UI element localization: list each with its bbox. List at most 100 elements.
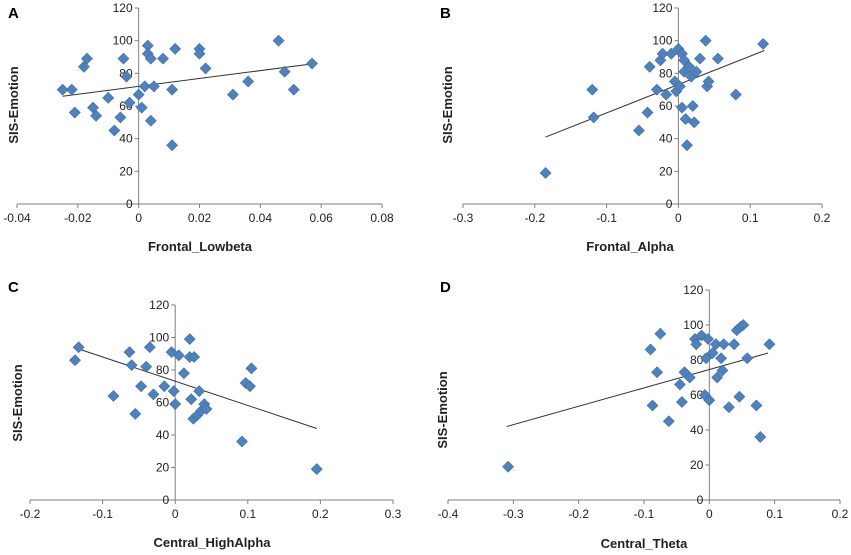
panel-b-y-tick-label: 20 <box>659 164 673 178</box>
panel-b-data-point <box>678 54 691 67</box>
panel-a-data-point <box>81 52 93 65</box>
panel-d-data-point <box>709 338 722 351</box>
panel-b-data-point <box>729 88 742 101</box>
panel-c-data-point <box>245 362 258 375</box>
panel-c-data-point <box>310 463 323 476</box>
panel-d-data-point <box>683 371 696 384</box>
panel-b-data-point <box>694 52 706 65</box>
panel-d-data-point <box>723 401 735 414</box>
panel-a-y-tick-label: 0 <box>126 197 133 211</box>
panel-a-x-tick-label: -0.02 <box>64 211 92 225</box>
panel-c-data-point <box>69 354 81 367</box>
panel-c-data-point <box>185 393 198 406</box>
panel-b-data-point <box>587 111 600 124</box>
panel-c-data-point <box>123 346 136 359</box>
panel-d-data-point <box>662 415 675 428</box>
panel-c-data-point <box>236 435 248 448</box>
panel-b-data-point <box>702 75 715 88</box>
panel-a-data-point <box>144 114 157 127</box>
panel-d-data-point <box>690 338 703 351</box>
panel-d-x-tick-label: -0.1 <box>634 507 655 521</box>
panel-d-data-point <box>644 343 657 356</box>
panel-d-data-point <box>715 352 728 365</box>
panel-d-xlabel: Central_Theta <box>601 536 688 551</box>
panel-a-data-point <box>157 52 169 65</box>
panel-c-data-point <box>167 385 180 398</box>
panel-a-data-point <box>193 47 206 60</box>
panel-c-trendline <box>73 346 317 429</box>
panel-c-data-point <box>107 390 120 402</box>
panel-a-data-point <box>90 109 103 122</box>
panel-a: A SIS-Emotion Frontal_Lowbeta -0.04 -0.02… <box>3 1 394 254</box>
panel-b-x-tick-label: -0.2 <box>524 211 545 225</box>
panel-c-data-point <box>188 351 201 363</box>
panel-c-y-tick-label: 80 <box>156 363 170 377</box>
panel-d-y-tick-label: 120 <box>683 283 703 297</box>
panel-a-data-point <box>102 91 115 104</box>
panel-b-y-tick-label: 120 <box>652 1 672 15</box>
panel-b-data-point <box>660 88 673 101</box>
panel-a-y-tick-label: 120 <box>113 1 133 15</box>
panel-c-data-point <box>72 341 85 354</box>
panel-b-data-point <box>699 34 712 47</box>
panel-d-y-tick-label: 100 <box>683 318 703 332</box>
panel-c-data-point <box>183 333 196 346</box>
panel-b-x-tick-label: -0.1 <box>596 211 617 225</box>
panel-b-xlabel: Frontal_Alpha <box>586 239 674 254</box>
panel-b-y-tick-label: 80 <box>659 66 673 80</box>
panel-d-data-point <box>716 364 729 377</box>
panel-c-data-point <box>200 403 213 415</box>
panel-d-y-tick-label: 20 <box>690 458 704 472</box>
panel-a-xlabel: Frontal_Lowbeta <box>148 239 253 254</box>
panel-a-data-point <box>120 70 133 83</box>
panel-a-data-point <box>278 65 291 78</box>
panel-d-data-point <box>702 333 714 345</box>
panel-d-y-tick-label: 80 <box>690 353 704 367</box>
panel-a-data-point <box>272 34 285 47</box>
panel-c-xlabel: Central_HighAlpha <box>153 535 271 550</box>
panel-b-data-point <box>643 60 656 73</box>
panel-d-data-point <box>703 394 716 407</box>
panel-c-x-tick-label: -0.2 <box>20 507 41 521</box>
panel-a-x-tick-label: -0.04 <box>3 211 31 225</box>
panel-d-data-point <box>728 338 741 351</box>
panel-a-y-tick-label: 40 <box>119 132 133 146</box>
panel-c-data-point <box>135 380 148 393</box>
panel-b-data-point <box>632 124 645 137</box>
panel-c-data-point <box>125 359 138 372</box>
panel-d-ylabel: SIS-Emotion <box>435 371 450 448</box>
panel-c-y-tick-label: 40 <box>156 428 170 442</box>
panel-d-y-tick-label: 0 <box>697 493 704 507</box>
panel-d-x-tick-label: -0.3 <box>503 507 524 521</box>
panel-a-data-point <box>166 139 179 152</box>
panel-d-data-point <box>502 460 515 473</box>
panel-b-data-point <box>690 65 703 78</box>
panel-a-data-point <box>56 83 69 96</box>
panel-b-data-point <box>656 47 669 60</box>
panel-d-y-tick-label: 60 <box>690 388 704 402</box>
panel-c-data-point <box>147 388 160 401</box>
panel-d-trendline <box>506 352 769 427</box>
panel-a-trendline <box>62 63 316 97</box>
panel-d-data-point <box>706 347 719 359</box>
panel-a-data-point <box>199 62 212 75</box>
panel-a-data-point <box>65 83 78 96</box>
panel-a-data-point <box>123 96 136 109</box>
panel-a-data-point <box>287 83 300 96</box>
panel-c-y-tick-label: 0 <box>163 493 170 507</box>
panel-b-data-point <box>711 52 724 65</box>
panel-a-ylabel: SIS-Emotion <box>6 66 21 143</box>
panel-a-x-tick-label: 0.08 <box>370 211 394 225</box>
panel-b-x-tick-label: 0.1 <box>742 211 759 225</box>
panel-a-data-point <box>227 88 239 101</box>
panel-b-label: B <box>440 5 451 22</box>
panel-d-data-point <box>654 327 667 340</box>
panel-b-y-tick-label: 0 <box>666 197 673 211</box>
panel-a-x-tick-label: 0 <box>135 211 142 225</box>
panel-d-data-point <box>675 396 688 408</box>
panel-a-x-tick-label: 0.06 <box>309 211 333 225</box>
panel-c-y-tick-label: 120 <box>149 298 169 312</box>
panel-c-data-point <box>158 380 171 393</box>
panel-c-y-tick-label: 20 <box>156 461 170 475</box>
panel-d-data-point <box>700 352 712 365</box>
